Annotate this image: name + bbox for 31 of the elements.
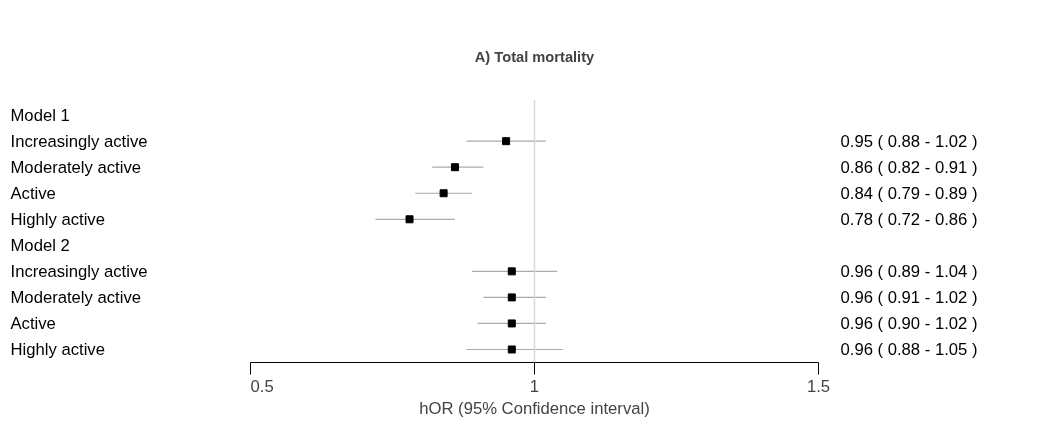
data-label: 0.96 ( 0.89 - 1.04 ) bbox=[840, 261, 978, 281]
point bbox=[450, 163, 459, 172]
y-tick-label: Highly active bbox=[10, 339, 105, 359]
y-tick-label: Moderately active bbox=[10, 287, 142, 307]
x-tick-label: 0.5 bbox=[250, 376, 274, 396]
chart-title: A) Total mortality bbox=[474, 48, 596, 65]
point bbox=[507, 267, 516, 276]
y-tick-label: Model 1 bbox=[10, 105, 70, 125]
y-tick-label: Increasingly active bbox=[10, 131, 148, 151]
data-label: 0.95 ( 0.88 - 1.02 ) bbox=[840, 131, 978, 151]
data-label: 0.96 ( 0.91 - 1.02 ) bbox=[840, 287, 978, 307]
data-label: 0.78 ( 0.72 - 0.86 ) bbox=[840, 209, 978, 229]
point bbox=[507, 319, 516, 328]
x-axis-title: hOR (95% Confidence interval) bbox=[419, 398, 650, 418]
point bbox=[507, 293, 516, 302]
y-tick-label: Increasingly active bbox=[10, 261, 148, 281]
y-tick-label: Model 2 bbox=[10, 235, 70, 255]
y-tick-label: Active bbox=[10, 183, 56, 203]
y-tick-label: Moderately active bbox=[10, 157, 142, 177]
y-tick-label: Highly active bbox=[10, 209, 105, 229]
point bbox=[405, 215, 414, 224]
data-label: 0.96 ( 0.88 - 1.05 ) bbox=[840, 339, 978, 359]
data-label: 0.84 ( 0.79 - 0.89 ) bbox=[840, 183, 978, 203]
x-tick-label: 1.5 bbox=[806, 376, 831, 396]
point bbox=[502, 137, 511, 146]
point bbox=[439, 189, 448, 198]
y-tick-label: Active bbox=[10, 313, 56, 333]
x-tick-label: 1 bbox=[529, 376, 540, 396]
data-label: 0.86 ( 0.82 - 0.91 ) bbox=[840, 157, 978, 177]
point bbox=[507, 345, 516, 354]
data-label: 0.96 ( 0.90 - 1.02 ) bbox=[840, 313, 978, 333]
